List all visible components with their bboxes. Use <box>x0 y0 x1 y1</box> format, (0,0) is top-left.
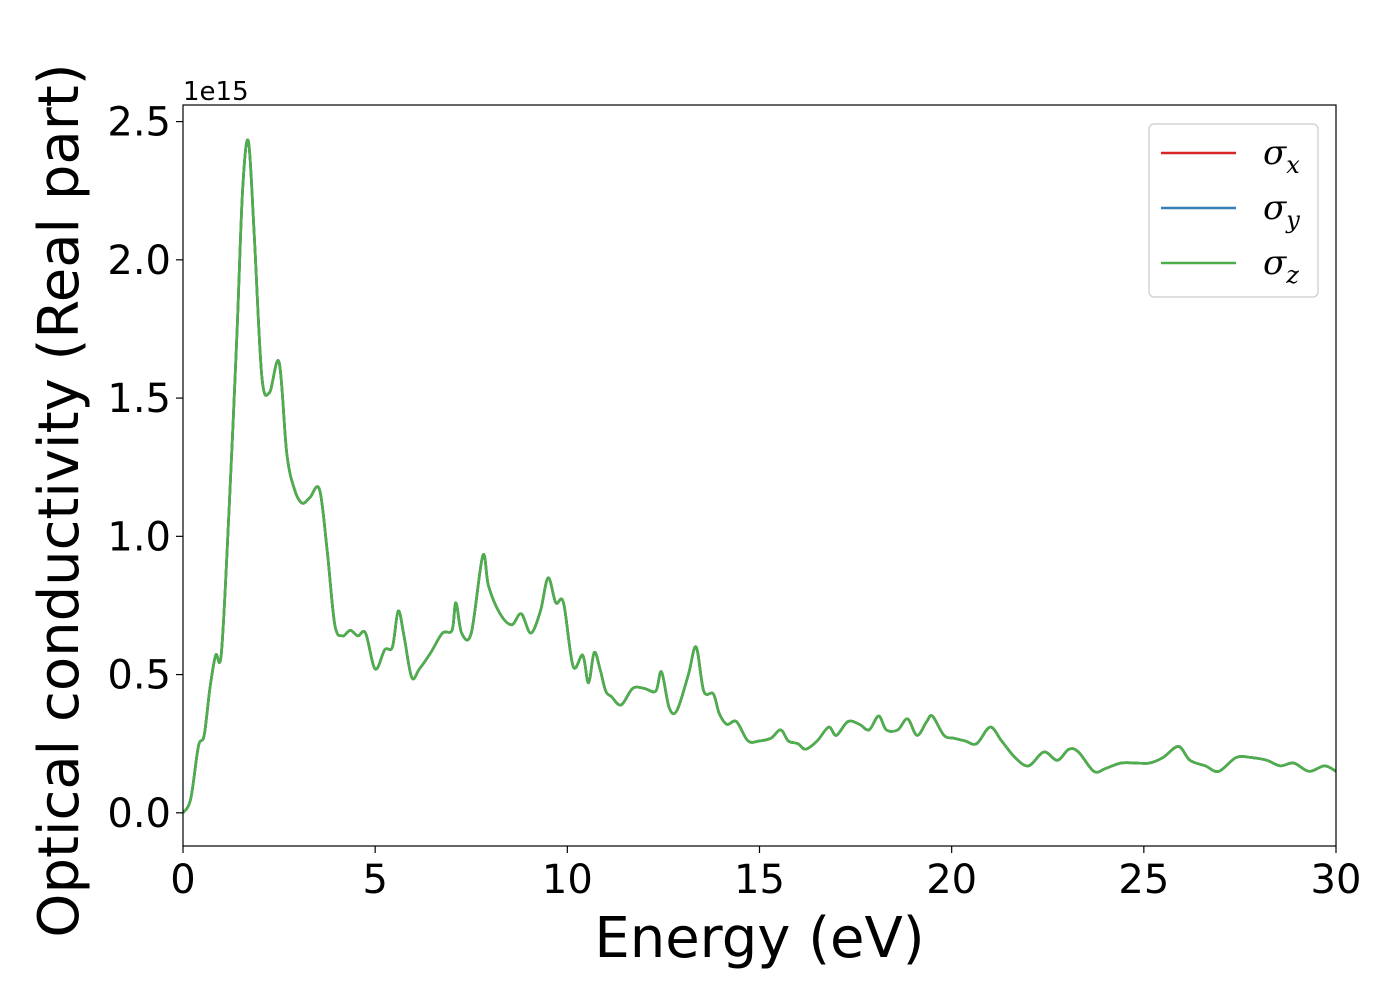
legend-box <box>1148 123 1319 298</box>
plot-lines <box>183 138 1336 814</box>
y-tick-label: 0.0 <box>107 791 171 837</box>
x-axis-title: Energy (eV) <box>594 906 924 971</box>
x-tick-label: 20 <box>926 857 977 903</box>
y-tick-label: 0.5 <box>107 653 171 699</box>
y-tick-label: 2.5 <box>107 100 171 146</box>
y-axis-title: Optical conductivity (Real part) <box>27 63 92 937</box>
legend-label: σz <box>1263 243 1299 289</box>
series-line-σz <box>183 138 1336 814</box>
x-tick-label: 10 <box>542 857 593 903</box>
legend: σx σy σz <box>1148 123 1319 298</box>
y-tick-label: 1.0 <box>107 514 171 560</box>
legend-label: σy <box>1263 188 1300 234</box>
legend-label: σx <box>1263 133 1300 179</box>
y-axis-ticks: 0.0 0.5 1.0 1.5 2.0 2.5 <box>107 100 183 837</box>
y-offset-label: 1e15 <box>183 77 249 107</box>
y-tick-label: 1.5 <box>107 376 171 422</box>
x-tick-label: 0 <box>170 857 195 903</box>
x-tick-label: 15 <box>734 857 785 903</box>
x-tick-label: 25 <box>1118 857 1169 903</box>
x-tick-label: 5 <box>362 857 387 903</box>
x-axis-ticks: 0 5 10 15 20 25 30 <box>170 846 1361 903</box>
x-tick-label: 30 <box>1311 857 1362 903</box>
y-tick-label: 2.0 <box>107 238 171 284</box>
